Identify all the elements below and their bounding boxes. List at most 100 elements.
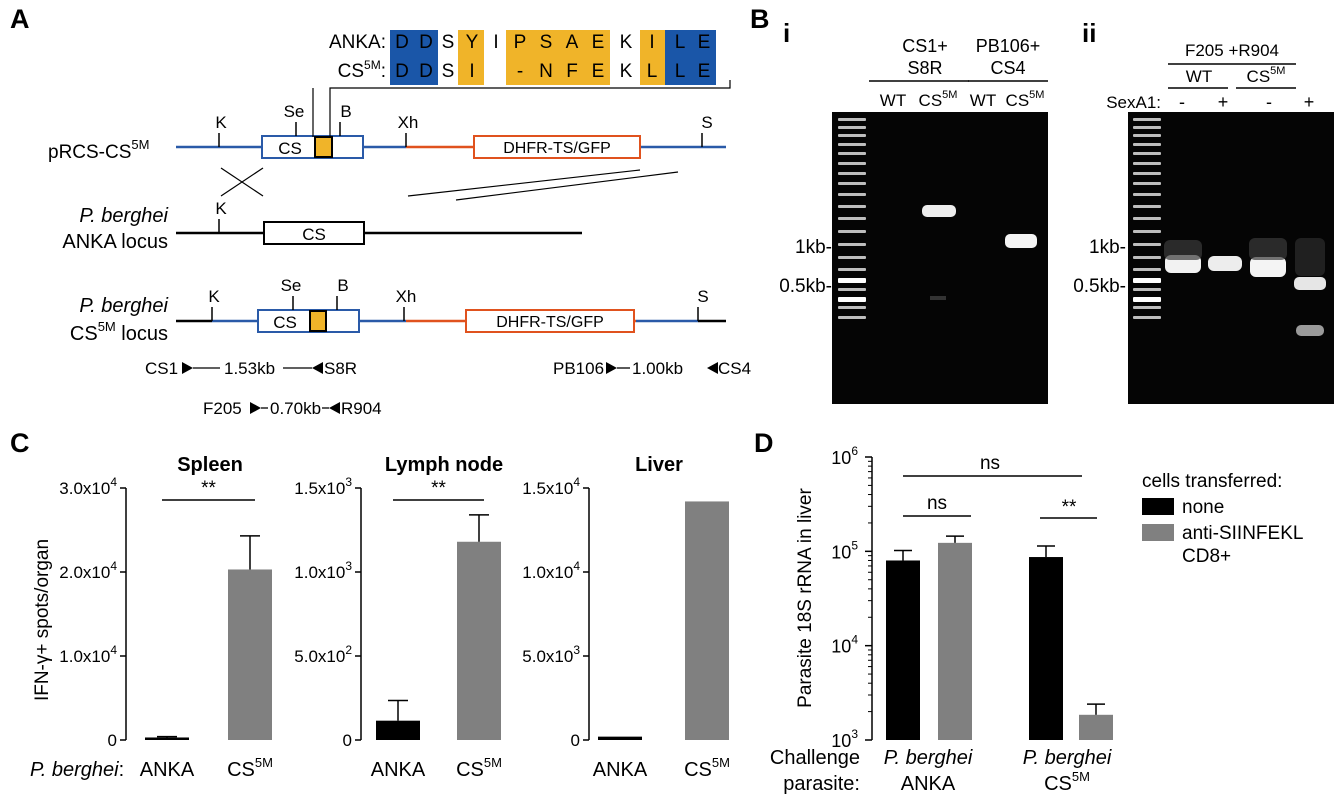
primer-cs1: CS1	[145, 359, 178, 378]
gel-i-ladder-band	[838, 256, 866, 259]
anka-residue: E	[592, 32, 605, 53]
gel-ii-marker-05kb: 0.5kb-	[1073, 276, 1126, 297]
gel-ii-band-2	[1208, 256, 1242, 271]
gel-ii-ladder-band	[1133, 243, 1161, 246]
gel-i-ladder-band	[838, 152, 866, 155]
cs5m-residue: -	[517, 61, 523, 82]
bar-cs5m	[685, 501, 729, 740]
cs5m-locus-marker-box	[465, 309, 635, 333]
anka-residue: A	[566, 32, 579, 53]
gel-ii-smear-3	[1249, 238, 1287, 260]
bar-anka	[145, 737, 189, 740]
gel-i-image	[832, 112, 1048, 404]
panel-c-row-label: P. berghei:	[30, 759, 124, 781]
anka-residue: I	[493, 32, 498, 53]
panel-c-label: C	[10, 428, 30, 458]
gel-ii-ladder-band	[1133, 193, 1161, 196]
y-tick-label: 0	[571, 731, 580, 750]
cs5m-residue: L	[647, 61, 658, 82]
anka-residue: I	[649, 32, 654, 53]
gel-ii-ladder-band	[1133, 126, 1161, 129]
primer-r904: R904	[341, 399, 382, 418]
panel-d-ylabel: Parasite 18S rRNA in liver	[795, 488, 816, 708]
group1-strain: ANKA	[901, 773, 956, 795]
gel-ii-band-3	[1250, 257, 1286, 277]
site-xh: Xh	[398, 113, 419, 132]
gel-i-ladder-band	[838, 193, 866, 196]
gel-i-ladder-band	[838, 143, 866, 146]
primer-size-1: 1.53kb	[224, 359, 275, 378]
gel-ii-band-4a	[1294, 277, 1326, 290]
cs5m-locus-species: P. berghei	[79, 295, 168, 317]
gel-i-label: i	[783, 18, 790, 48]
legend-cd8-line1: anti-SIINFEKL	[1182, 523, 1303, 544]
gel-ii-marker-1kb: 1kb-	[1089, 237, 1126, 258]
cs5m-residue: I	[469, 61, 474, 82]
crossover-line-2	[220, 167, 264, 197]
gel-i-ladder-band	[838, 134, 866, 137]
y-tick-label: 0	[108, 731, 117, 750]
primer-arrow-pb106	[606, 362, 617, 374]
cs5m-residue: E	[698, 61, 711, 82]
gel-ii-ladder-band	[1133, 134, 1161, 137]
sig-label: **	[431, 478, 446, 499]
cs5m-locus-name: CS5M locus	[70, 319, 168, 345]
crossover-line-4	[455, 171, 679, 201]
alignment-block-2	[506, 30, 610, 85]
gel-ii-ladder-band	[1133, 162, 1161, 165]
construct-cs-box	[261, 135, 364, 159]
gel-i-ladder-band	[838, 172, 866, 175]
bar-cs5m	[457, 541, 501, 740]
x-label-anka: ANKA	[140, 759, 195, 781]
gel-ii-ladder-band	[1133, 230, 1161, 233]
gel-i-ladder-band	[838, 268, 866, 271]
primer-arrow-s8r	[312, 362, 323, 374]
gel-ii-ladder-band	[1133, 182, 1161, 185]
primer-cs4: CS4	[718, 359, 751, 378]
y-tick-label: 3.0x104	[59, 475, 117, 498]
legend-none-label: none	[1182, 497, 1224, 518]
chart-lymph-title: Lymph node	[385, 454, 503, 476]
construct-marker-text: DHFR-TS/GFP	[503, 140, 611, 157]
primer-arrow-cs1	[182, 362, 193, 374]
gel-i-faint-band	[930, 296, 946, 300]
construct-marker-box	[473, 135, 641, 159]
ns-label-1: ns	[980, 453, 1000, 474]
gel-i-group1-line2: S8R	[907, 58, 942, 78]
gel-i-group2-line1: PB106+	[976, 36, 1041, 56]
ns-label-2: ns	[927, 493, 947, 514]
gel-i-marker-1kb: 1kb-	[795, 237, 832, 258]
y-tick-label: 1.5x103	[294, 475, 352, 498]
gel-i-marker-05kb: 0.5kb-	[779, 276, 832, 297]
gel-i-ladder-band	[838, 126, 866, 129]
panel-a-label: A	[10, 4, 30, 34]
y-tick-label: 106	[831, 444, 858, 468]
gel-ii-ladder-band	[1133, 288, 1161, 291]
alignment-block-4	[665, 30, 716, 85]
gel-ii-ladder-band	[1133, 278, 1161, 283]
legend-swatch-cd8	[1142, 524, 1174, 541]
primer-size-3: 0.70kb	[270, 399, 321, 418]
primer-size-2: 1.00kb	[632, 359, 683, 378]
gel-ii-ladder-band	[1133, 217, 1161, 220]
gel-ii-sign-3: -	[1266, 92, 1272, 112]
construct-label: pRCS-CS5M	[48, 137, 149, 163]
anka-locus-cs-box	[263, 221, 365, 245]
gel-i-background	[832, 112, 1048, 404]
anka-residue: E	[698, 32, 711, 53]
gel-ii-ladder-band	[1133, 256, 1161, 259]
y-tick-label: 103	[831, 727, 858, 751]
challenge-line1: Challenge	[770, 747, 860, 769]
y-tick-label: 5.0x103	[522, 643, 580, 666]
gel-ii-ladder	[1133, 118, 1161, 319]
gel-i-group2-line2: CS4	[990, 58, 1025, 78]
x-label-cs5m: CS5M	[456, 755, 502, 781]
gel-ii-ladder-band	[1133, 172, 1161, 175]
gel-ii-ladder-band	[1133, 297, 1161, 302]
gel-ii-sign-1: -	[1179, 92, 1185, 112]
cs5m-residue: N	[539, 61, 553, 82]
primer-pb106: PB106	[553, 359, 604, 378]
gel-ii-band-4b	[1296, 325, 1324, 336]
